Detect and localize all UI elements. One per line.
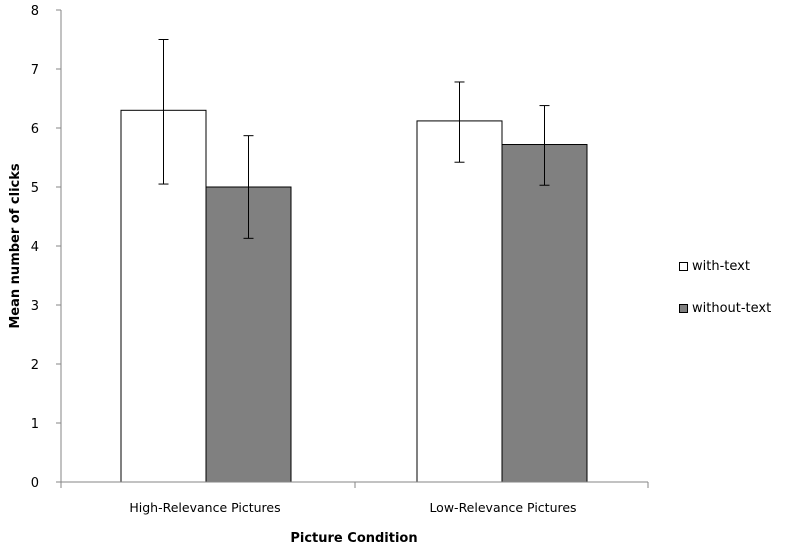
legend-item-with-text: with-text bbox=[679, 256, 793, 276]
bar-with-text-1 bbox=[416, 120, 503, 483]
legend-swatch-without-text bbox=[679, 303, 688, 313]
legend-swatch-with-text bbox=[679, 261, 688, 271]
legend-label-without-text: without-text bbox=[692, 300, 772, 316]
y-axis-title: Mean number of clicks bbox=[8, 163, 23, 329]
error-bars-group bbox=[158, 39, 550, 239]
y-tick-label: 1 bbox=[31, 417, 39, 432]
legend-item-without-text: without-text bbox=[679, 298, 793, 318]
legend: with-text without-text bbox=[679, 256, 793, 340]
axes-group: 0 1 2 3 4 5 6 7 8 bbox=[31, 4, 649, 491]
legend-label-with-text: with-text bbox=[692, 258, 750, 274]
y-tick-label: 4 bbox=[31, 240, 39, 255]
y-tick-label: 0 bbox=[31, 476, 39, 491]
y-tick-label: 6 bbox=[31, 122, 39, 137]
y-tick-label: 5 bbox=[31, 181, 39, 196]
bars-group bbox=[120, 109, 588, 483]
y-tick-label: 2 bbox=[31, 358, 39, 373]
y-tick-label: 8 bbox=[31, 4, 39, 19]
category-label-low-relevance: Low-Relevance Pictures bbox=[429, 500, 576, 515]
bar-without-text-1 bbox=[501, 144, 588, 483]
y-tick-label: 3 bbox=[31, 299, 39, 314]
y-tick-label: 7 bbox=[31, 63, 39, 78]
x-axis-title: Picture Condition bbox=[290, 531, 417, 546]
category-label-high-relevance: High-Relevance Pictures bbox=[129, 500, 280, 515]
